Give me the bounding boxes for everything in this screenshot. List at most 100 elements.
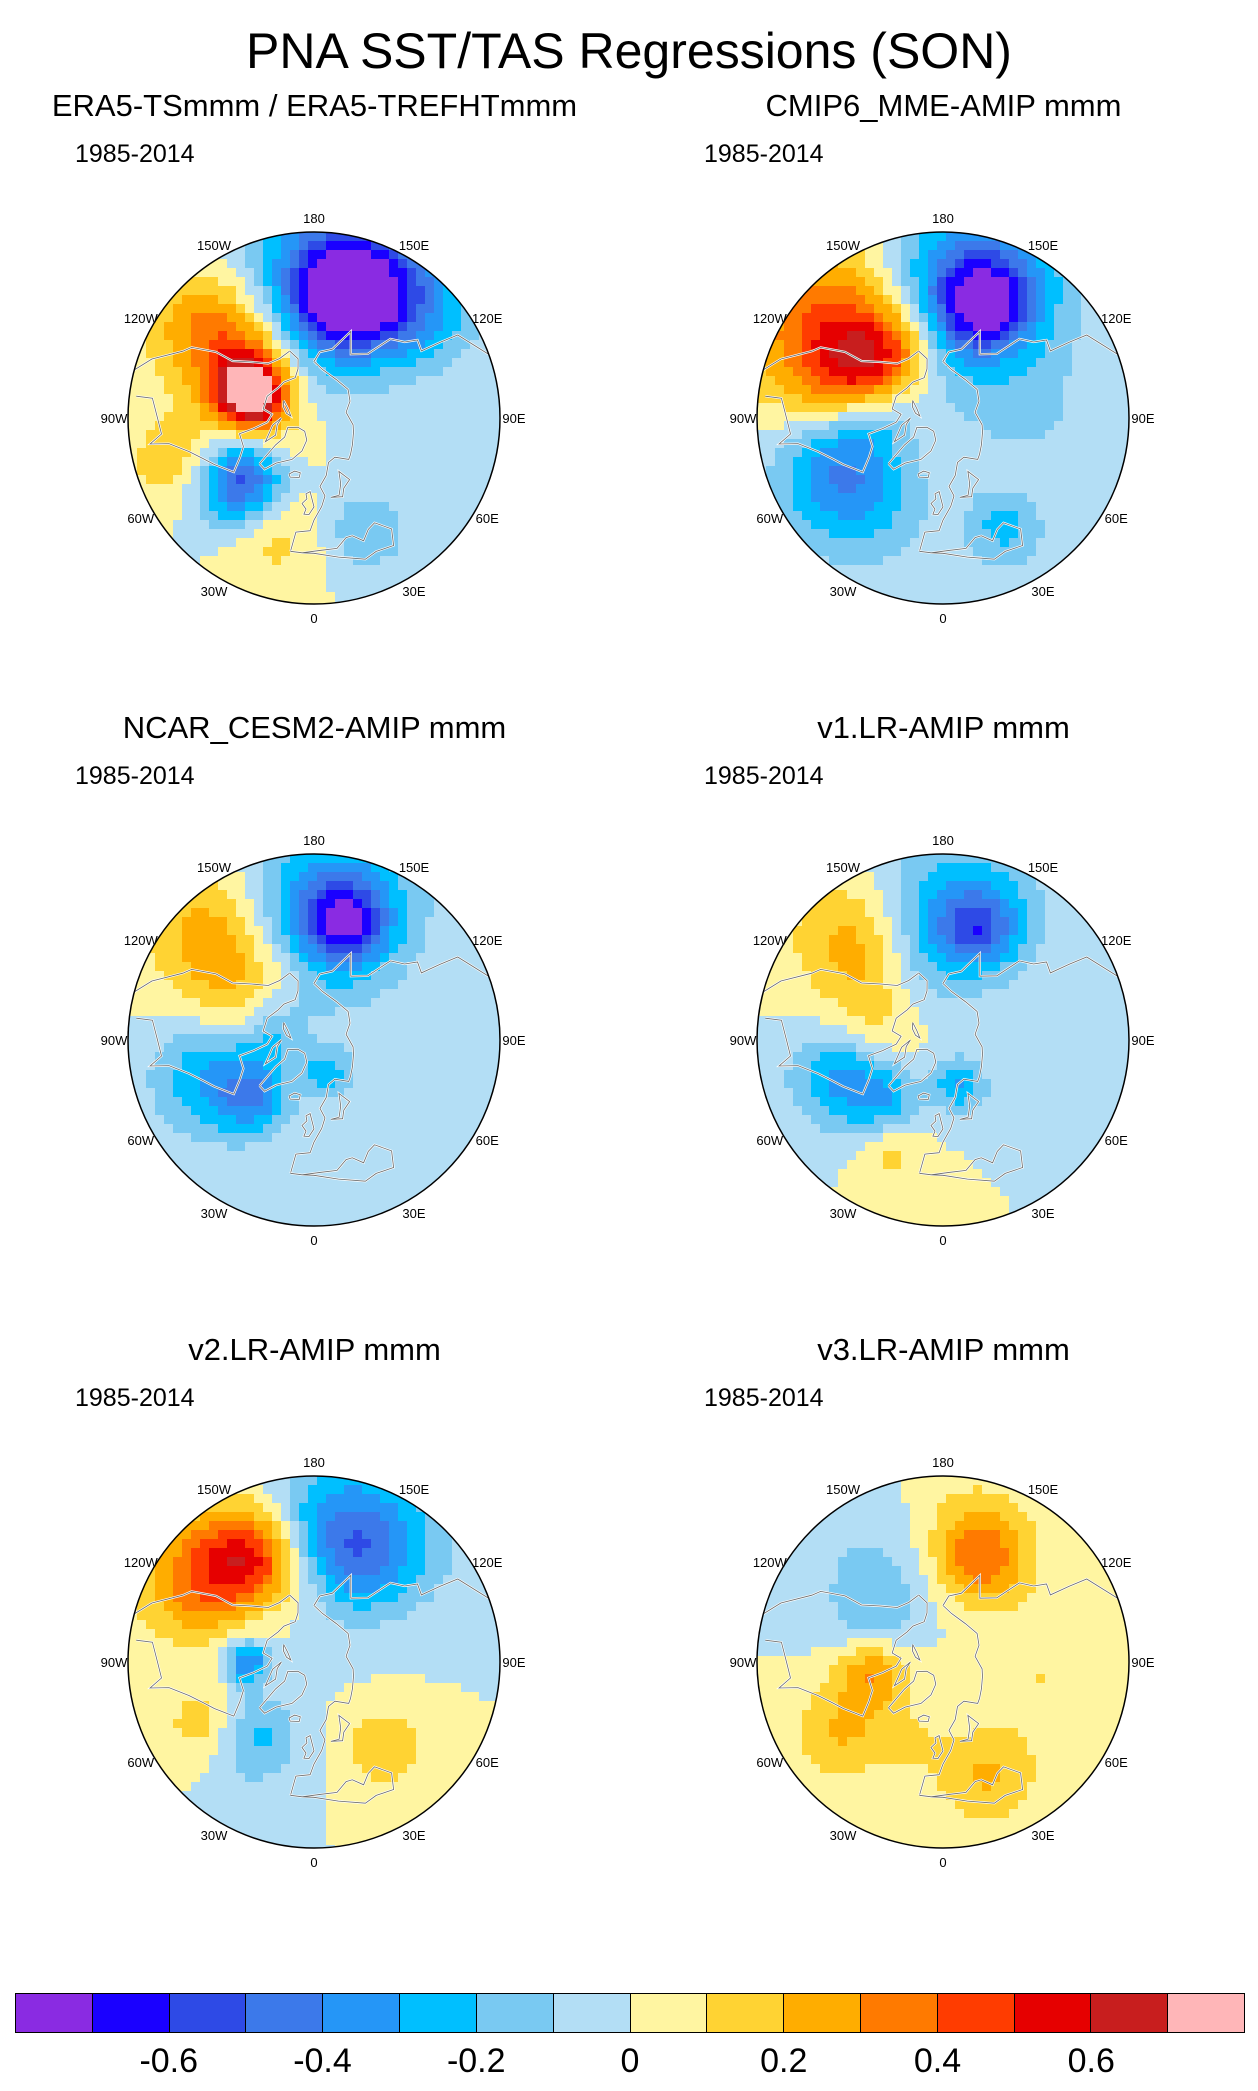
field-cell xyxy=(1054,601,1064,604)
field-cell xyxy=(488,286,498,296)
field-cell xyxy=(757,286,767,296)
field-cell xyxy=(317,412,327,422)
field-cell xyxy=(362,926,372,936)
field-cell xyxy=(173,1124,183,1134)
field-cell xyxy=(407,944,417,954)
field-cell xyxy=(173,466,183,476)
field-cell xyxy=(317,520,327,530)
field-cell xyxy=(434,331,444,341)
field-cell xyxy=(398,493,408,503)
field-cell xyxy=(1000,376,1010,386)
field-cell xyxy=(1009,313,1019,323)
field-cell xyxy=(982,241,992,251)
field-cell xyxy=(353,1052,363,1062)
field-cell xyxy=(416,439,426,449)
field-cell xyxy=(389,592,399,602)
field-cell xyxy=(209,367,219,377)
field-cell xyxy=(236,899,246,909)
field-cell xyxy=(254,899,264,909)
field-cell xyxy=(874,556,884,566)
field-cell xyxy=(784,556,794,566)
field-cell xyxy=(1009,547,1019,557)
field-cell xyxy=(470,421,480,431)
field-cell xyxy=(1090,592,1100,602)
field-cell xyxy=(461,592,471,602)
field-cell xyxy=(281,412,291,422)
field-cell xyxy=(470,484,480,494)
field-cell xyxy=(874,304,884,314)
field-cell xyxy=(766,556,776,566)
field-cell xyxy=(137,394,147,404)
field-cell xyxy=(353,998,363,1008)
field-cell xyxy=(1000,466,1010,476)
field-cell xyxy=(1000,529,1010,539)
field-cell xyxy=(164,448,174,458)
field-cell xyxy=(928,448,938,458)
field-cell xyxy=(389,430,399,440)
field-cell xyxy=(200,1079,210,1089)
field-cell xyxy=(425,394,435,404)
field-cell xyxy=(1126,277,1129,287)
field-cell xyxy=(362,250,372,260)
field-cell xyxy=(479,394,489,404)
field-cell xyxy=(793,358,803,368)
field-cell xyxy=(308,448,318,458)
field-cell xyxy=(182,313,192,323)
field-cell xyxy=(470,394,480,404)
field-cell xyxy=(155,989,165,999)
field-cell xyxy=(173,232,183,242)
field-cell xyxy=(479,908,489,918)
field-cell xyxy=(398,421,408,431)
field-cell xyxy=(272,466,282,476)
field-cell xyxy=(362,466,372,476)
field-cell xyxy=(1063,448,1073,458)
field-cell xyxy=(847,439,857,449)
field-cell xyxy=(173,592,183,602)
field-cell xyxy=(155,457,165,467)
field-cell xyxy=(1126,430,1129,440)
field-cell xyxy=(874,493,884,503)
field-cell xyxy=(1036,376,1046,386)
field-cell xyxy=(946,421,956,431)
field-cell xyxy=(802,403,812,413)
field-cell xyxy=(802,520,812,530)
field-cell xyxy=(838,430,848,440)
field-cell xyxy=(928,484,938,494)
field-cell xyxy=(317,1034,327,1044)
field-cell xyxy=(407,899,417,909)
field-cell xyxy=(407,890,417,900)
field-cell xyxy=(209,989,219,999)
field-cell xyxy=(874,241,884,251)
field-cell xyxy=(398,475,408,485)
field-cell xyxy=(128,863,138,873)
field-cell xyxy=(784,592,794,602)
field-cell xyxy=(1090,448,1100,458)
field-cell xyxy=(218,466,228,476)
field-cell xyxy=(1063,241,1073,251)
field-cell xyxy=(344,241,354,251)
field-cell xyxy=(209,1061,219,1071)
field-cell xyxy=(272,520,282,530)
field-cell xyxy=(218,917,228,927)
field-cell xyxy=(425,1133,435,1143)
field-cell xyxy=(1117,241,1127,251)
field-cell xyxy=(802,304,812,314)
field-cell xyxy=(901,565,911,575)
field-cell xyxy=(901,430,911,440)
field-cell xyxy=(371,556,381,566)
field-cell xyxy=(820,520,830,530)
field-cell xyxy=(335,502,345,512)
field-cell xyxy=(407,1097,417,1107)
field-cell xyxy=(272,295,282,305)
field-cell xyxy=(398,313,408,323)
field-cell xyxy=(811,259,821,269)
field-cell xyxy=(281,520,291,530)
field-cell xyxy=(155,962,165,972)
field-cell xyxy=(380,574,390,584)
field-cell xyxy=(164,1070,174,1080)
field-cell xyxy=(407,1007,417,1017)
field-cell xyxy=(371,331,381,341)
field-cell xyxy=(784,601,794,604)
field-cell xyxy=(137,1016,147,1026)
field-cell xyxy=(1009,538,1019,548)
